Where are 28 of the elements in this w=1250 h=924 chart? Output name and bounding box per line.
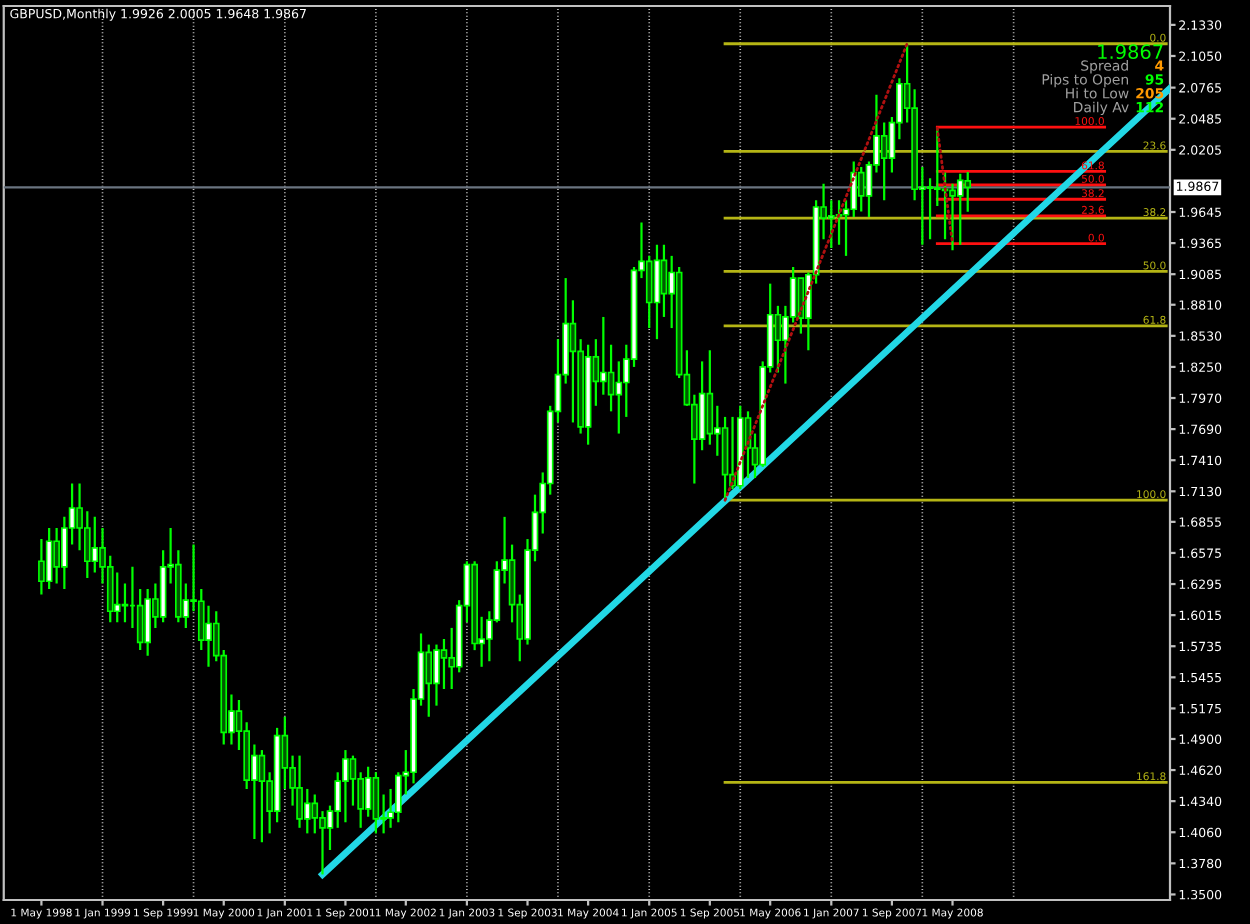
candlestick (144, 587, 151, 657)
candlestick (91, 515, 99, 574)
candlestick (303, 787, 311, 835)
candlestick (956, 172, 964, 246)
candlestick (653, 243, 661, 341)
candlestick (880, 121, 888, 202)
candlestick (38, 537, 45, 596)
candlestick (721, 415, 729, 502)
candlestick (205, 604, 212, 668)
candlestick (964, 170, 972, 213)
candlestick (372, 771, 380, 835)
candlestick (569, 299, 577, 424)
candlestick (45, 526, 53, 591)
candlestick (600, 315, 607, 396)
candlestick (660, 243, 668, 319)
candlestick (258, 748, 266, 844)
candlestick (296, 754, 303, 829)
candlestick (827, 199, 835, 250)
candlestick (53, 526, 60, 585)
candlestick (857, 165, 865, 213)
annotation: 1.9867 (1098, 44, 1163, 60)
candlestick (425, 643, 433, 718)
candlestick (607, 343, 615, 413)
candlestick (440, 637, 448, 691)
candlestick (349, 754, 357, 807)
candlestick (342, 748, 349, 824)
candlestick (113, 571, 121, 624)
candlestick (698, 360, 706, 452)
